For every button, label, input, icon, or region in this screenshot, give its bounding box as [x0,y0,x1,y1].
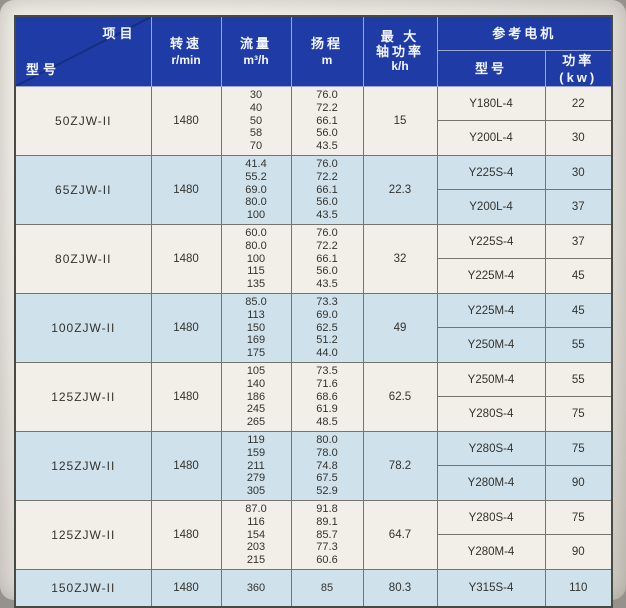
table-body: 50ZJW-II 1480 30 40 50 58 70 76.0 72.2 66.1 56.0 43… [14,85,613,608]
max-power-cell: 22.3 [362,154,438,225]
motor-model-cell: Y280S-4 [436,499,546,536]
motor-power-cell: 45 [544,292,613,329]
speed-cell: 1480 [150,430,222,501]
motor-model-cell: Y250M-4 [436,327,546,363]
flow-cell: 105 140 186 245 265 [220,361,292,432]
flow-cell: 87.0 116 154 203 215 [220,499,292,570]
head-cell: 80.0 78.0 74.8 67.5 52.9 [290,430,364,501]
table-row: 50ZJW-II 1480 30 40 50 58 70 76.0 72.2 66.1 56.0 43… [14,85,613,156]
motor-model-cell: Y225S-4 [436,223,546,260]
motor-model-cell: Y200L-4 [436,189,546,225]
motor-power-cell: 75 [544,499,613,536]
flow-cell: 60.0 80.0 100 115 135 [220,223,292,294]
motor-power-cell: 90 [544,465,613,501]
header-motor-power: 功率(kw) [544,50,613,87]
max-power-cell: 64.7 [362,499,438,570]
header-project-label: 项目 [102,26,137,41]
head-cell: 73.5 71.6 68.6 61.9 48.5 [290,361,364,432]
header-motor-model: 型号 [436,50,546,87]
model-cell: 125ZJW-II [14,430,152,501]
motor-power-cell: 90 [544,534,613,570]
motor-model-cell: Y280M-4 [436,534,546,570]
motor-power-cell: 55 [544,361,613,398]
header-reference-motor: 参考电机 [436,15,613,51]
header-speed: 转速 r/min [150,15,222,87]
motor-power-cell: 30 [544,120,613,156]
table-row-motor2: Y225M-4 45 [15,258,613,294]
head-cell: 76.0 72.2 66.1 56.0 43.5 [290,154,364,225]
motor-power-cell: 75 [544,396,613,432]
model-cell: 100ZJW-II [14,292,152,363]
motor-model-cell: Y280S-4 [436,396,546,432]
header-model-label: 型号 [26,62,61,77]
max-power-cell: 78.2 [362,430,438,501]
speed-cell: 1480 [150,292,222,363]
motor-model-cell: Y180L-4 [436,85,546,122]
model-cell: 125ZJW-II [14,361,152,432]
table-row-motor2: Y200L-4 30 [15,120,613,156]
model-cell: 50ZJW-II [14,86,152,156]
flow-cell: 119 159 211 279 305 [220,430,292,501]
flow-cell: 41.4 55.2 69.0 80.0 100 [220,154,292,225]
header-head: 扬程 m [290,15,364,87]
speed-cell: 1480 [150,499,222,570]
motor-power-cell: 75 [544,430,613,467]
head-cell: 76.0 72.2 66.1 56.0 43.5 [290,223,364,294]
table-row-motor2: Y280S-4 75 [15,396,613,432]
head-cell: 85 [290,568,364,608]
table-header: 项目 型号 转速 r/min 流量 m³/h 扬程 m 最 大 轴功率 [14,15,613,87]
head-cell: 73.3 69.0 62.5 51.2 44.0 [290,292,364,363]
motor-model-cell: Y280M-4 [436,465,546,501]
header-corner-cell: 项目 型号 [14,15,152,87]
model-cell: 125ZJW-II [14,499,152,570]
table-row-motor2: Y280M-4 90 [15,465,613,501]
max-power-cell: 49 [362,292,438,363]
speed-cell: 1480 [150,154,222,225]
table-row: 125ZJW-II 1480 119 159 211 279 305 80.0 78.0 74.8… [14,430,613,501]
head-cell: 91.8 89.1 85.7 77.3 60.6 [290,499,364,570]
table-row-motor2: Y250M-4 55 [15,327,613,363]
speed-cell: 1480 [150,223,222,294]
max-power-cell: 62.5 [362,361,438,432]
motor-power-cell: 37 [544,223,613,260]
max-power-cell: 32 [362,223,438,294]
flow-cell: 360 [220,568,292,608]
motor-model-cell: Y225M-4 [436,292,546,329]
motor-power-cell: 45 [544,258,613,294]
motor-model-cell: Y250M-4 [436,361,546,398]
table-row: 150ZJW-II 1480 360 85 80.3 Y315S-4 110 [14,568,613,608]
motor-power-cell: 22 [544,85,613,122]
table-row-motor2: Y280M-4 90 [15,534,613,570]
header-flow: 流量 m³/h [220,15,292,87]
table-row: 125ZJW-II 1480 87.0 116 154 203 215 91.8 89.1 85.… [14,499,613,570]
table-row: 65ZJW-II 1480 41.4 55.2 69.0 80.0 100 76.0 72.2 6… [14,154,613,225]
model-cell: 80ZJW-II [14,223,152,294]
motor-model-cell: Y225S-4 [436,154,546,191]
speed-cell: 1480 [150,568,222,608]
speed-cell: 1480 [150,361,222,432]
head-cell: 76.0 72.2 66.1 56.0 43.5 [290,86,364,156]
table-row: 80ZJW-II 1480 60.0 80.0 100 115 135 76.0 72.2 66.… [14,223,613,294]
max-power-cell: 80.3 [362,568,438,608]
motor-power-cell: 37 [544,189,613,225]
motor-power-cell: 30 [544,154,613,191]
motor-model-cell: Y315S-4 [436,568,546,608]
header-max-shaft-power: 最 大 轴功率 k/h [362,15,438,87]
table-row: 125ZJW-II 1480 105 140 186 245 265 73.5 71.6 68.6… [14,361,613,432]
motor-power-cell: 110 [544,568,613,608]
motor-model-cell: Y280S-4 [436,430,546,467]
table-row: 100ZJW-II 1480 85.0 113 150 169 175 73.3 69.0 62.… [14,292,613,363]
flow-cell: 30 40 50 58 70 [220,86,292,156]
speed-cell: 1480 [150,86,222,156]
motor-model-cell: Y225M-4 [436,258,546,294]
max-power-cell: 15 [362,86,438,156]
model-cell: 65ZJW-II [14,154,152,225]
model-cell: 150ZJW-II [14,568,152,608]
motor-model-cell: Y200L-4 [436,120,546,156]
motor-power-cell: 55 [544,327,613,363]
flow-cell: 85.0 113 150 169 175 [220,292,292,363]
pump-spec-table: 项目 型号 转速 r/min 流量 m³/h 扬程 m 最 大 轴功率 [14,15,614,608]
